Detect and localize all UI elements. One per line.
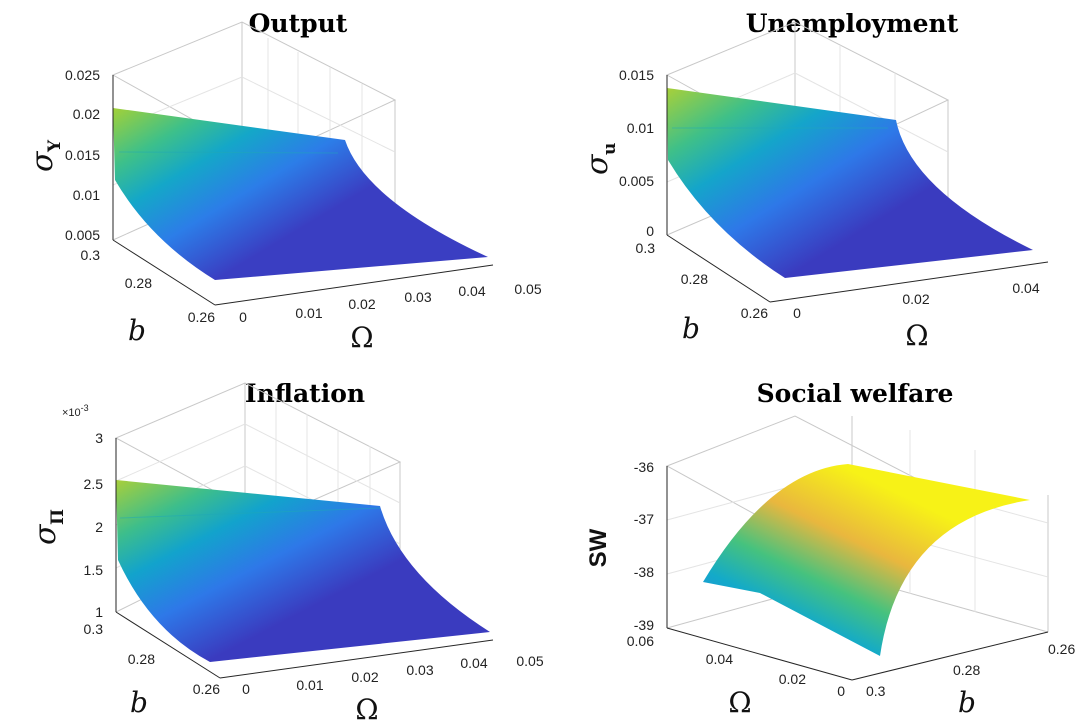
chart-title: Unemployment — [746, 9, 959, 38]
omega-tick-label: 0.02 — [351, 669, 378, 685]
omega-tick-label: 0 — [239, 309, 247, 325]
b-axis-line — [851, 631, 1049, 681]
b-axis-line — [666, 234, 771, 303]
panel-inflation: Inflation ×10-3 3 2.5 2 1.5 1 0.3 0.28 0… — [28, 379, 544, 723]
exponent-label: ×10-3 — [62, 403, 89, 419]
omega-tick-label: 0.01 — [295, 305, 322, 321]
z-tick-label: 0.01 — [627, 120, 654, 136]
z-axis-label: σ u — [580, 143, 620, 175]
b-axis-label: b — [958, 686, 976, 719]
omega-axis-label: Ω — [355, 693, 378, 723]
svg-text:σ: σ — [28, 523, 63, 545]
omega-tick-label: 0.04 — [458, 283, 485, 299]
omega-tick-label: 0 — [793, 305, 801, 321]
z-axis-label: σ Π — [28, 509, 68, 545]
omega-tick-label: 0.02 — [779, 671, 806, 687]
omega-tick-label: 0.06 — [627, 633, 654, 649]
b-axis-line — [112, 239, 216, 306]
omega-axis-label: Ω — [350, 321, 373, 354]
z-tick-label: 3 — [95, 430, 103, 446]
b-tick-label: 0.28 — [681, 271, 708, 287]
surface — [113, 108, 488, 280]
chart-title: Social welfare — [757, 379, 954, 408]
omega-tick-label: 0.03 — [404, 289, 431, 305]
z-tick-label: 0.015 — [619, 67, 654, 83]
z-axis-label: σ Y — [25, 139, 65, 172]
panel-unemployment: Unemployment 0.015 0.01 0.005 0 0.3 0.28… — [580, 9, 1049, 352]
b-tick-label: 0.26 — [193, 681, 220, 697]
omega-tick-label: 0.05 — [516, 653, 543, 669]
z-tick-label: 0.005 — [65, 227, 100, 243]
omega-axis-label: Ω — [905, 319, 928, 352]
chart-title: Output — [249, 9, 348, 38]
z-tick-label: 0.015 — [65, 147, 100, 163]
b-axis-label: b — [130, 686, 148, 719]
z-tick-label: 2 — [95, 519, 103, 535]
z-tick-label: -37 — [634, 511, 654, 527]
z-tick-label: -38 — [634, 564, 654, 580]
b-axis-label: b — [128, 314, 146, 347]
omega-tick-label: 0.01 — [296, 677, 323, 693]
omega-tick-label: 0.04 — [706, 651, 733, 667]
surface — [703, 464, 1030, 656]
surface — [667, 88, 1033, 278]
b-tick-label: 0.26 — [188, 309, 215, 325]
z-tick-label: 0.005 — [619, 173, 654, 189]
b-tick-label: 0.28 — [953, 662, 980, 678]
z-tick-label: 1 — [95, 604, 103, 620]
b-tick-label: 0.28 — [128, 651, 155, 667]
omega-tick-label: 0 — [837, 683, 845, 699]
chart-title: Inflation — [245, 379, 365, 408]
omega-tick-label: 0.03 — [406, 662, 433, 678]
b-tick-label: 0.3 — [866, 683, 886, 699]
svg-text:σ: σ — [25, 150, 60, 172]
omega-tick-label: 0.05 — [514, 281, 541, 297]
omega-axis-line — [769, 261, 1049, 303]
z-tick-label: 0.025 — [65, 67, 100, 83]
panel-output: Output 0.025 0.02 0.015 0.01 0.005 0.3 0… — [25, 9, 542, 354]
b-tick-label: 0.26 — [741, 305, 768, 321]
omega-tick-label: 0.02 — [348, 296, 375, 312]
z-tick-label: 0.01 — [73, 187, 100, 203]
omega-axis-line — [219, 639, 494, 679]
panel-social-welfare: Social welfare -36 -37 -38 -39 0.06 0.04… — [585, 379, 1075, 719]
b-tick-label: 0.3 — [81, 247, 101, 263]
svg-text:u: u — [600, 143, 620, 155]
b-axis-line — [115, 611, 221, 679]
b-tick-label: 0.3 — [636, 240, 656, 256]
omega-axis-line — [666, 627, 853, 681]
omega-tick-label: 0.04 — [1012, 280, 1039, 296]
z-tick-label: 2.5 — [84, 476, 104, 492]
z-tick-label: 1.5 — [84, 562, 104, 578]
svg-text:σ: σ — [580, 153, 615, 175]
omega-axis-line — [214, 264, 494, 306]
b-tick-label: 0.28 — [125, 275, 152, 291]
b-tick-label: 0.26 — [1048, 641, 1075, 657]
z-axis-label: SW — [585, 528, 612, 567]
z-tick-label: 0.02 — [73, 106, 100, 122]
omega-tick-label: 0.02 — [902, 291, 929, 307]
omega-axis-label: Ω — [728, 686, 751, 719]
z-tick-label: 0 — [646, 223, 654, 239]
surface — [116, 480, 490, 662]
z-tick-label: -36 — [634, 459, 654, 475]
svg-text:Y: Y — [45, 139, 65, 153]
b-axis-label: b — [682, 312, 700, 345]
b-tick-label: 0.3 — [84, 621, 104, 637]
omega-tick-label: 0 — [242, 681, 250, 697]
omega-tick-label: 0.04 — [460, 655, 487, 671]
svg-text:Π: Π — [48, 509, 68, 525]
z-tick-label: -39 — [634, 617, 654, 633]
